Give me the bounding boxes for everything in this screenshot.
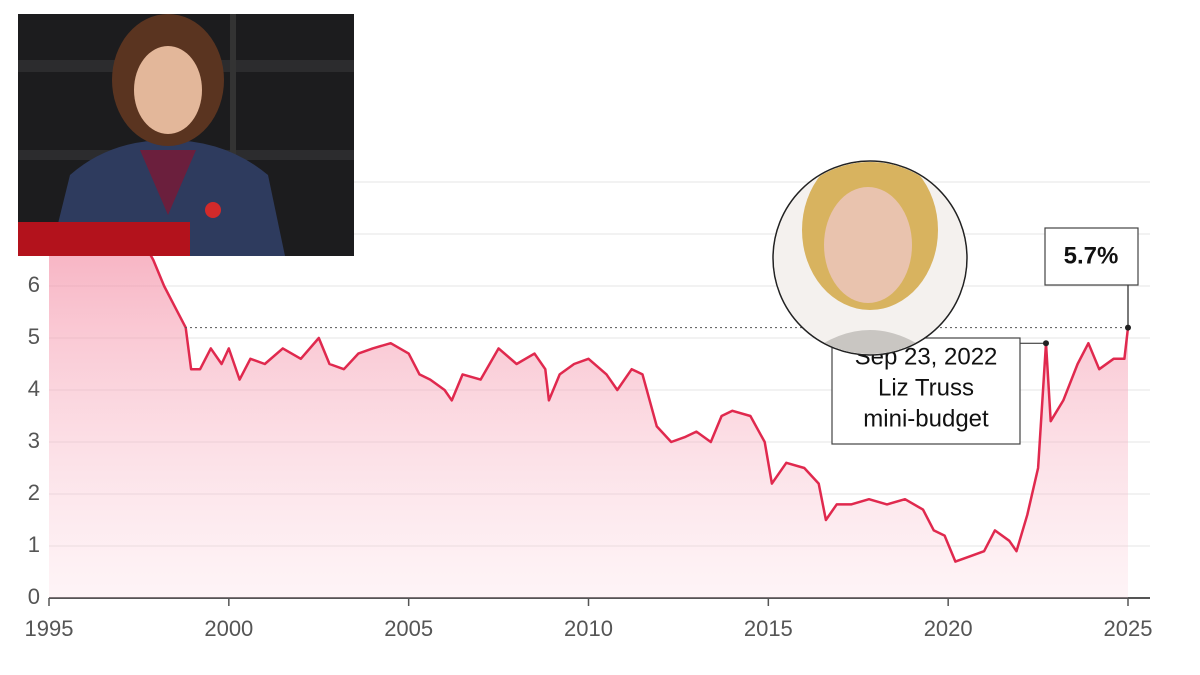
y-tick-label: 1 — [28, 532, 40, 557]
x-tick-label: 2000 — [204, 616, 253, 641]
value-callout: 5.7% — [1064, 242, 1119, 269]
x-tick-label: 1995 — [25, 616, 74, 641]
y-tick-label: 6 — [28, 272, 40, 297]
plot — [48, 159, 1130, 598]
y-tick-label: 5 — [28, 324, 40, 349]
y-tick-label: 2 — [28, 480, 40, 505]
end-point — [1125, 324, 1131, 331]
x-tick-label: 2025 — [1104, 616, 1153, 641]
event-label: mini-budget — [863, 405, 989, 432]
label-box — [1044, 227, 1139, 286]
label-box — [831, 337, 1021, 445]
x-tick-label: 2010 — [564, 616, 613, 641]
line — [48, 159, 1130, 563]
y-tick-label: 4 — [28, 376, 40, 401]
portrait — [772, 160, 968, 356]
y-tick-label: 0 — [28, 584, 40, 609]
x-tick-label: 2015 — [744, 616, 793, 641]
area — [49, 161, 1128, 598]
x-tick-label: 2020 — [924, 616, 973, 641]
x-tick-label: 2005 — [384, 616, 433, 641]
event-point — [1042, 340, 1049, 347]
photo — [18, 14, 354, 256]
event-label: Liz Truss — [878, 374, 974, 401]
y-tick-label: 3 — [28, 428, 40, 453]
